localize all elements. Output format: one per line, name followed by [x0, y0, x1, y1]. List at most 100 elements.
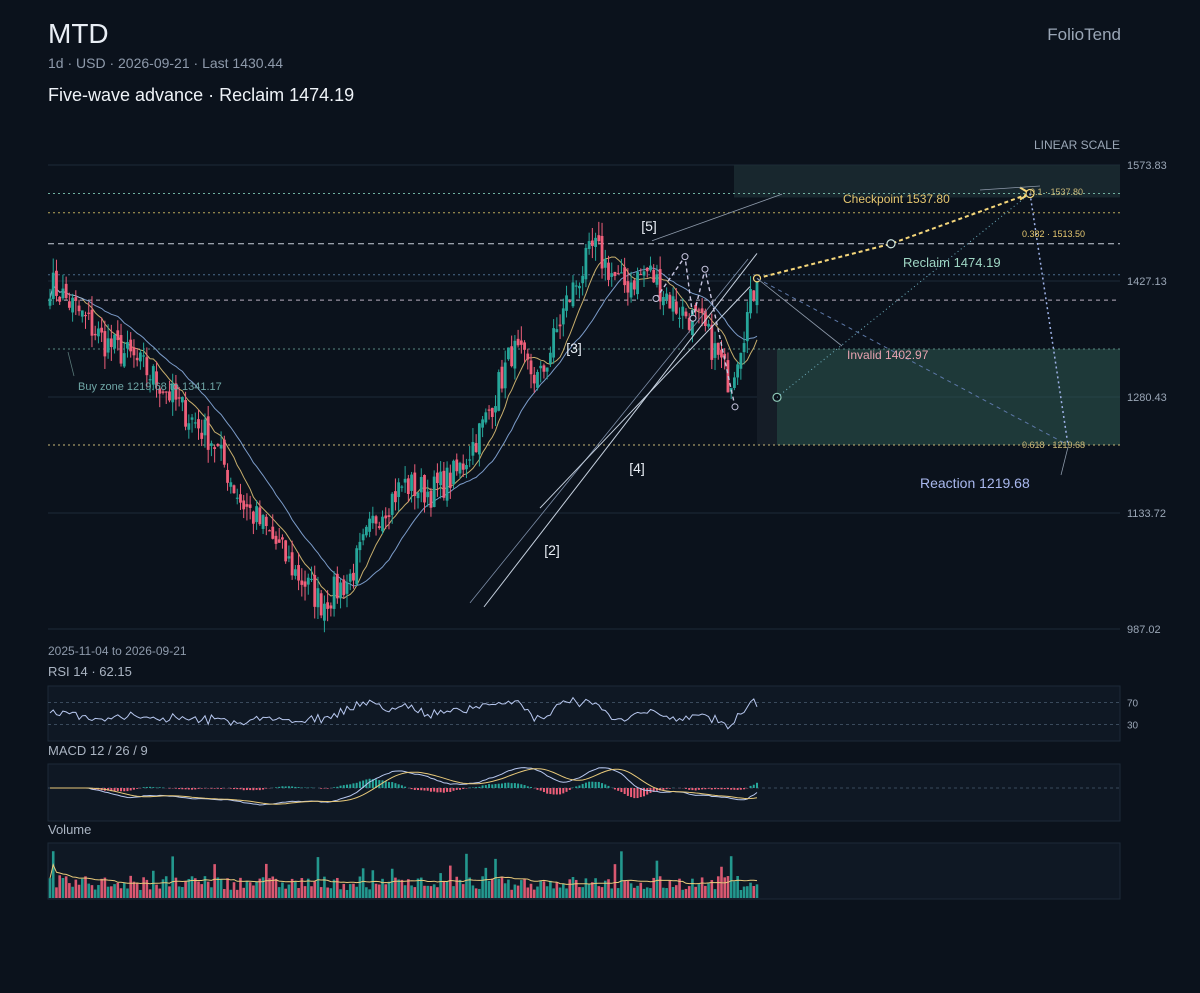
- volume-bar: [494, 858, 497, 898]
- candle-body: [720, 349, 723, 358]
- candle-body: [603, 259, 607, 268]
- brand-name: FolioTend: [1047, 25, 1121, 44]
- correction-point: [731, 403, 739, 411]
- candle-body: [67, 301, 71, 308]
- macd-signal-line: [50, 768, 758, 805]
- candle-body: [119, 335, 123, 364]
- volume-bar: [161, 879, 165, 898]
- candle-body: [455, 459, 459, 472]
- volume-bar: [371, 870, 375, 898]
- candle-body: [116, 330, 120, 341]
- candle-body: [400, 486, 404, 488]
- candle-body: [426, 491, 430, 498]
- candle-body: [410, 474, 413, 491]
- volume-bar: [387, 881, 391, 898]
- volume-bar: [639, 882, 643, 898]
- volume-bar: [455, 876, 459, 898]
- reaction-label: Reaction 1219.68: [920, 475, 1030, 491]
- candle-body: [151, 366, 155, 385]
- rsi-panel: 70 30: [47, 685, 1139, 742]
- volume-bar: [339, 889, 342, 898]
- volume-bar: [681, 889, 685, 898]
- candle-body: [429, 490, 433, 508]
- candle-body: [281, 537, 284, 540]
- volume-bar: [197, 881, 200, 898]
- volume-bar: [600, 887, 604, 898]
- volume-bar: [613, 864, 617, 898]
- volume-bar: [152, 870, 155, 898]
- volume-bar: [206, 881, 210, 898]
- candle-body: [306, 577, 310, 585]
- candle-body: [55, 270, 58, 296]
- candle-body: [61, 288, 65, 299]
- candle-body: [345, 582, 349, 594]
- volume-bar: [277, 887, 281, 898]
- volume-bar: [384, 884, 388, 898]
- candle-body: [300, 580, 304, 585]
- candle-body: [200, 432, 204, 439]
- volume-bar: [626, 881, 630, 898]
- volume-bar: [255, 881, 258, 898]
- volume-bar: [584, 878, 588, 898]
- rsi-level-label: 70: [1127, 699, 1139, 710]
- candle-body: [749, 289, 752, 314]
- candle-body: [536, 372, 539, 388]
- annotations: [67, 185, 1069, 608]
- volume-bar: [300, 877, 304, 898]
- volume-ma-line: [49, 863, 758, 885]
- volume-bar: [135, 883, 139, 898]
- wave-3-label: [3]: [566, 340, 582, 356]
- candle-body: [545, 367, 549, 372]
- volume-bar: [377, 884, 381, 898]
- candle-body: [213, 447, 217, 450]
- candle-body: [729, 387, 733, 392]
- volume-bar: [80, 878, 84, 898]
- candle-body: [555, 329, 559, 333]
- candle-body: [742, 343, 746, 353]
- candle-body: [597, 235, 601, 242]
- channel-line: [483, 253, 758, 608]
- fib-top-label: 0.1 · 1537.80: [1030, 187, 1083, 197]
- volume-bar: [571, 877, 575, 898]
- candle-body: [435, 472, 439, 484]
- candle-body: [229, 482, 233, 487]
- candle-body: [590, 240, 594, 246]
- reaction-path: [756, 277, 1069, 446]
- candle-body: [468, 459, 472, 461]
- y-tick-label: 1133.72: [1127, 508, 1166, 520]
- volume-label: Volume: [48, 822, 91, 837]
- candle-body: [623, 267, 627, 286]
- volume-bar: [358, 876, 362, 898]
- volume-bar: [436, 887, 439, 898]
- volume-bar: [397, 879, 400, 898]
- volume-bar: [268, 878, 271, 898]
- volume-bar: [348, 884, 352, 898]
- candle-body: [239, 494, 242, 503]
- volume-bar: [432, 884, 436, 898]
- candle-body: [497, 372, 501, 411]
- candle-body: [374, 516, 378, 524]
- candle-body: [539, 365, 543, 369]
- candle-body: [755, 278, 759, 306]
- volume-bar: [513, 884, 517, 898]
- volume-bar: [129, 875, 133, 898]
- candle-body: [413, 472, 417, 496]
- volume-bar: [562, 884, 565, 898]
- candle-body: [138, 352, 142, 362]
- candle-body: [665, 293, 669, 300]
- rsi-label: RSI 14 · 62.15: [48, 664, 132, 679]
- volume-bar: [381, 878, 384, 898]
- volume-bar: [426, 885, 430, 898]
- candle-body: [416, 492, 420, 499]
- volume-bar: [671, 886, 675, 898]
- volume-bar: [729, 856, 733, 898]
- volume-bar: [713, 889, 717, 898]
- volume-bar: [193, 878, 197, 898]
- volume-bar: [723, 877, 727, 898]
- candle-body: [339, 582, 342, 599]
- candle-body: [733, 377, 736, 388]
- candle-body: [558, 324, 562, 327]
- candle-body: [364, 526, 368, 536]
- volume-bar: [219, 879, 223, 898]
